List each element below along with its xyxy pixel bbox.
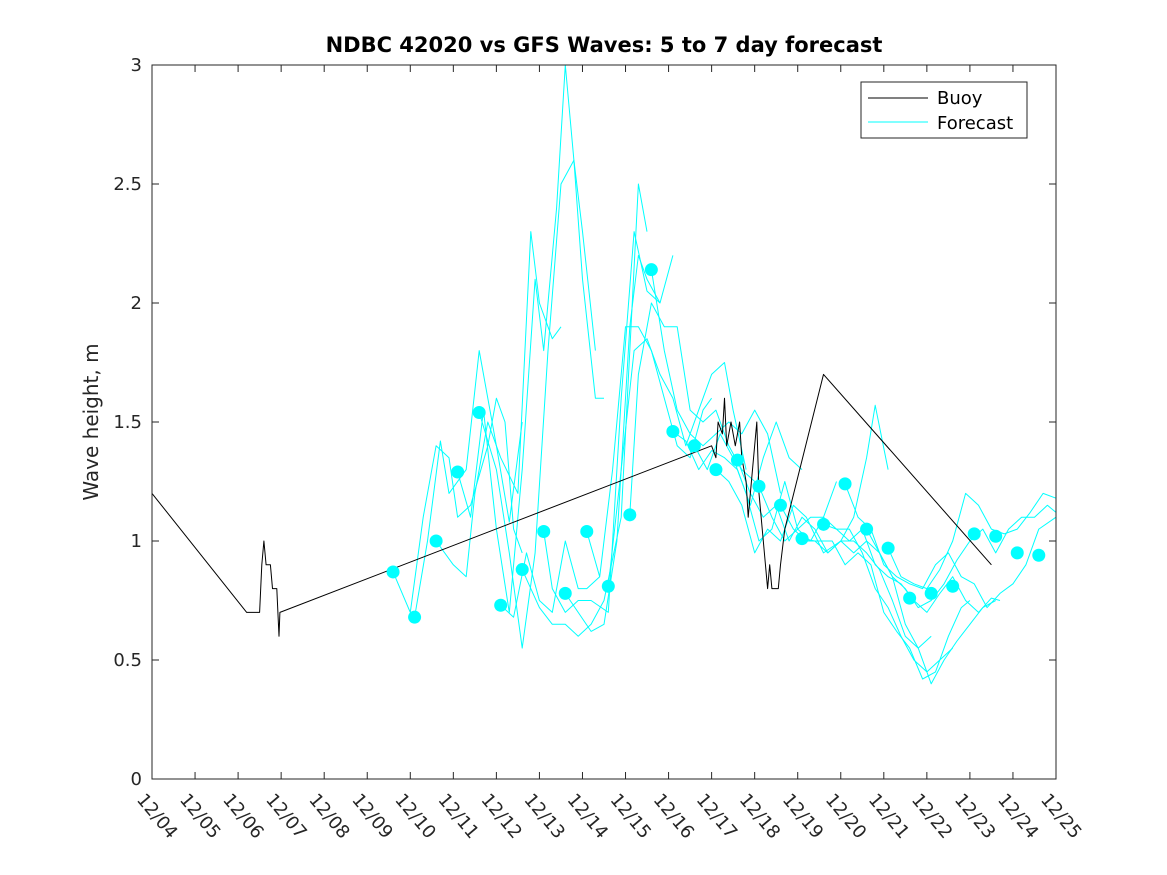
- forecast-marker: [429, 534, 443, 548]
- legend-forecast-label: Forecast: [937, 113, 1013, 134]
- legend: Buoy Forecast: [860, 81, 1028, 139]
- forecast-marker: [666, 425, 680, 439]
- forecast-marker: [989, 529, 1003, 543]
- y-tick-label: 0.5: [113, 650, 142, 671]
- forecast-marker: [795, 532, 809, 546]
- forecast-marker: [903, 591, 917, 605]
- forecast-series-line: [478, 159, 596, 649]
- buoy-series-line: [151, 373, 992, 637]
- forecast-series-line: [693, 433, 837, 542]
- y-tick-label: 2: [131, 293, 142, 314]
- forecast-marker: [472, 405, 486, 419]
- forecast-marker: [451, 465, 465, 479]
- forecast-marker: [752, 479, 766, 493]
- forecast-series-line: [758, 486, 954, 673]
- forecast-marker: [386, 565, 400, 579]
- y-tick-label: 0: [131, 769, 142, 790]
- forecast-marker: [967, 527, 981, 541]
- forecast-marker: [860, 522, 874, 536]
- forecast-series-line: [650, 269, 781, 494]
- y-axis-label: Wave height, m: [79, 343, 103, 500]
- forecast-marker: [1032, 548, 1046, 562]
- forecast-series-line: [866, 504, 1057, 609]
- legend-buoy-label: Buoy: [937, 88, 983, 109]
- y-tick-label: 2.5: [113, 174, 142, 195]
- forecast-series-line: [887, 492, 1057, 590]
- forecast-marker: [1010, 546, 1024, 560]
- forecast-marker: [687, 439, 701, 453]
- forecast-marker: [730, 453, 744, 467]
- forecast-series-line: [457, 64, 604, 613]
- forecast-series-line: [500, 540, 601, 618]
- forecast-marker: [709, 463, 723, 477]
- forecast-marker: [537, 524, 551, 538]
- forecast-marker: [601, 579, 615, 593]
- forecast-series-line: [715, 404, 889, 554]
- series-layer: [151, 64, 1057, 685]
- forecast-marker: [494, 598, 508, 612]
- forecast-marker: [773, 498, 787, 512]
- forecast-series-line: [564, 254, 674, 632]
- chart-title: NDBC 42020 vs GFS Waves: 5 to 7 day fore…: [326, 33, 883, 57]
- forecast-series-line: [607, 338, 747, 587]
- axes-frame: [151, 64, 1057, 780]
- forecast-series-line: [629, 302, 756, 515]
- forecast-marker: [881, 541, 895, 555]
- forecast-marker: [515, 563, 529, 577]
- y-tick-label: 1.5: [113, 412, 142, 433]
- y-tick-label: 3: [131, 55, 142, 76]
- forecast-marker: [558, 586, 572, 600]
- forecast-marker: [946, 579, 960, 593]
- forecast-series-line: [521, 183, 648, 637]
- forecast-series-line: [801, 538, 996, 685]
- forecast-marker: [580, 524, 594, 538]
- forecast-marker: [623, 508, 637, 522]
- legend-box: [860, 81, 1028, 139]
- forecast-marker: [408, 610, 422, 624]
- y-tick-label: 1: [131, 531, 142, 552]
- forecast-marker: [838, 477, 852, 491]
- forecast-marker: [644, 263, 658, 277]
- forecast-series-line: [414, 350, 523, 618]
- forecast-marker: [817, 517, 831, 531]
- forecast-series-line: [392, 397, 523, 613]
- forecast-marker: [924, 586, 938, 600]
- forecast-series-line: [435, 231, 562, 578]
- plot-area: [152, 65, 1056, 779]
